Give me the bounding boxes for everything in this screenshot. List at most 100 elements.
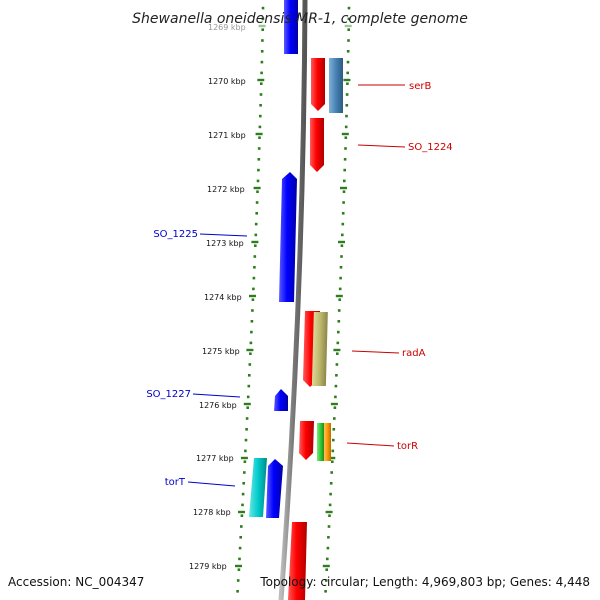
inner-ring-tick: [259, 104, 262, 107]
inner-ring-tick: [243, 460, 247, 463]
major-tick-outer: [328, 456, 336, 460]
inner-ring-tick: [238, 557, 241, 561]
major-tick-outer: [333, 348, 341, 352]
gene-label-SO_1227[interactable]: SO_1227: [146, 389, 191, 400]
outer-ring-tick: [325, 568, 328, 571]
inner-ring-tick: [236, 590, 239, 593]
inner-ring-tick: [260, 60, 264, 64]
tick-ring-outer: [324, 6, 351, 593]
inner-ring-tick: [260, 82, 263, 85]
label-lines: [187, 84, 406, 487]
outer-ring-tick: [347, 6, 351, 10]
inner-ring-tick: [250, 330, 253, 334]
outer-ring-tick: [327, 525, 331, 528]
leader-line-SO_1227: [192, 393, 241, 398]
major-tick-inner: [255, 132, 263, 136]
major-tick-inner: [246, 348, 254, 352]
tick-label: 1276 kbp: [199, 401, 237, 410]
gene-label-serB[interactable]: serB: [409, 81, 431, 92]
outer-ring-tick: [339, 276, 342, 280]
major-tick-outer: [343, 78, 351, 82]
inner-ring-tick: [261, 17, 265, 21]
gene-label-torR[interactable]: torR: [397, 441, 418, 452]
inner-ring-tick: [260, 71, 263, 75]
gene-cog-radA: [311, 312, 328, 386]
inner-ring-tick: [259, 93, 263, 96]
outer-ring-tick: [329, 482, 333, 485]
inner-ring-tick: [249, 352, 252, 355]
inner-ring-tick: [237, 568, 241, 571]
inner-ring-tick: [257, 168, 260, 172]
outer-ring-tick: [335, 363, 339, 366]
outer-ring-tick: [339, 266, 343, 269]
outer-ring-tick: [341, 212, 345, 215]
gene-cog-torR-green: [317, 423, 324, 461]
inner-ring-tick: [241, 503, 244, 507]
inner-ring-tick: [253, 255, 257, 258]
outer-ring-tick: [324, 579, 328, 582]
outer-ring-tick: [347, 39, 350, 42]
inner-ring-tick: [244, 449, 247, 453]
outer-ring-tick: [337, 320, 341, 323]
outer-ring-tick: [327, 536, 330, 539]
outer-ring-tick: [345, 104, 349, 107]
outer-ring-tick: [342, 201, 345, 204]
outer-ring-tick: [331, 449, 335, 453]
outer-ring-tick: [347, 17, 351, 21]
outer-ring-tick: [344, 136, 348, 139]
inner-ring-tick: [252, 276, 256, 280]
outer-ring-tick: [337, 309, 341, 312]
major-tick-inner: [249, 294, 256, 298]
tick-label: 1277 kbp: [196, 454, 234, 463]
major-tick-inner: [258, 24, 266, 28]
outer-ring-tick: [338, 287, 342, 291]
outer-ring-tick: [345, 114, 348, 118]
inner-ring-tick: [258, 125, 262, 129]
outer-ring-tick: [344, 147, 347, 150]
gene-label-radA[interactable]: radA: [402, 348, 426, 359]
outer-ring-tick: [332, 438, 335, 442]
inner-ring-tick: [253, 266, 256, 269]
gene-label-SO_1225[interactable]: SO_1225: [153, 229, 198, 240]
genome-info-text: Topology: circular; Length: 4,969,803 bp…: [259, 575, 590, 589]
leader-line-radA: [351, 350, 400, 354]
tick-labels: 1269 kbp 1270 kbp 1271 kbp 1272 kbp 1273…: [189, 23, 246, 571]
inner-ring-tick: [257, 147, 261, 150]
inner-ring-tick: [261, 6, 265, 10]
outer-ring-tick: [329, 492, 332, 496]
gene-label-SO_1224[interactable]: SO_1224: [408, 142, 453, 153]
tick-label: 1271 kbp: [208, 131, 246, 140]
tick-ring-inner: [236, 6, 265, 593]
gene-forward-serB: [311, 58, 325, 111]
outer-ring-tick: [326, 557, 329, 561]
gene-forward-bottom: [288, 522, 307, 600]
inner-ring-tick: [261, 39, 264, 42]
tick-label: 1279 kbp: [189, 562, 227, 571]
major-tick-outer: [322, 564, 330, 568]
outer-ring-tick: [333, 417, 336, 420]
inner-ring-tick: [246, 395, 250, 399]
genome-backbone: [278, 0, 308, 600]
gene-reverse-SO_1225: [279, 172, 297, 302]
map-title: Shewanella oneidensis MR-1, complete gen…: [132, 11, 468, 27]
inner-ring-tick: [243, 471, 246, 474]
major-tick-outer: [344, 24, 352, 28]
gene-reverse-SO_1227: [274, 389, 288, 411]
accession-text: Accession: NC_004347: [8, 575, 144, 589]
inner-ring-tick: [254, 244, 257, 247]
gene-label-torT[interactable]: torT: [165, 477, 186, 488]
major-tick-outer: [340, 186, 347, 190]
major-tick-inner: [240, 456, 248, 460]
inner-ring-tick: [256, 179, 260, 183]
outer-ring-tick: [331, 460, 334, 463]
outer-ring-tick: [328, 514, 331, 517]
outer-ring-tick: [347, 28, 350, 31]
gene-cog-torT-cyan: [249, 458, 267, 517]
major-tick-inner: [238, 510, 245, 514]
gene-cog-serB: [329, 58, 343, 113]
major-tick-outer: [325, 510, 333, 514]
inner-ring-tick: [245, 428, 248, 431]
outer-ring-tick: [332, 428, 336, 431]
outer-ring-tick: [335, 374, 338, 377]
